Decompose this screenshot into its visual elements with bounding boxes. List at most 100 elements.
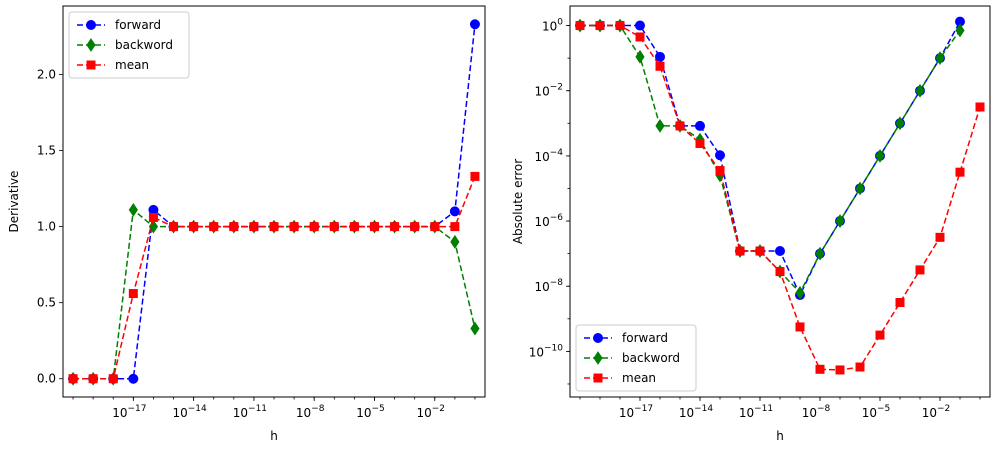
data-point-mean — [975, 102, 985, 112]
data-point-forward — [635, 20, 645, 31]
y-tick-label: 0.5 — [37, 296, 56, 310]
data-point-mean — [635, 32, 645, 42]
data-point-mean — [148, 212, 158, 222]
data-point-mean — [575, 21, 585, 31]
data-point-mean — [855, 362, 865, 372]
data-point-backword — [935, 51, 945, 66]
y-tick-label: 10−6 — [534, 213, 563, 229]
x-tick-label: 10−8 — [802, 404, 831, 420]
data-point-forward — [715, 150, 725, 161]
data-point-mean — [430, 222, 440, 232]
data-point-backword — [915, 83, 925, 98]
x-tick-label: 10−11 — [739, 404, 773, 420]
y-tick-label: 0.0 — [37, 372, 56, 386]
data-point-backword — [835, 214, 845, 228]
data-point-forward — [469, 19, 480, 30]
x-tick-label: 10−2 — [922, 404, 951, 420]
data-point-backword — [635, 49, 645, 64]
x-tick-label: 10−14 — [679, 404, 714, 420]
data-point-mean — [955, 167, 965, 177]
data-point-mean — [915, 265, 925, 275]
absolute-error-chart: 10−17 10−14 10−11 10−8 10−5 10−2 10−10 10−8 10−6… — [511, 5, 991, 443]
x-tick-label: 10−2 — [416, 404, 445, 420]
y-tick-label: 1.5 — [37, 144, 56, 158]
y-axis-label: Absolute error — [511, 159, 525, 244]
legend-marker-forward — [86, 20, 96, 30]
data-point-mean — [108, 374, 118, 384]
data-point-mean — [875, 330, 885, 340]
data-point-mean — [655, 61, 665, 71]
data-point-mean — [470, 171, 480, 181]
legend-label-backword: backword — [115, 38, 173, 52]
data-point-backword — [855, 181, 865, 196]
data-point-mean — [309, 222, 319, 232]
data-point-mean — [815, 364, 825, 374]
data-point-backword — [875, 148, 885, 163]
data-point-mean — [329, 222, 339, 232]
data-point-backword — [470, 321, 480, 336]
legend-label-mean: mean — [115, 58, 149, 72]
data-point-forward — [655, 51, 665, 62]
x-tick-label: 10−8 — [296, 404, 325, 420]
series-line-backword — [580, 24, 961, 295]
x-tick-label: 10−5 — [862, 404, 891, 420]
data-point-mean — [755, 246, 765, 256]
x-tick-label: 10−14 — [172, 404, 207, 420]
legend — [575, 324, 697, 392]
x-tick-label: 10−5 — [356, 404, 385, 420]
legend-marker-backword — [593, 351, 603, 365]
data-point-mean — [595, 21, 605, 31]
derivative-chart: 10−17 10−14 10−11 10−8 10−5 10−2 0.0 0.5 1.0 1.5 2… — [7, 5, 486, 443]
legend-marker-forward — [593, 333, 603, 343]
data-point-forward — [695, 120, 705, 131]
data-point-forward — [128, 373, 139, 384]
data-point-mean — [369, 222, 379, 232]
data-point-mean — [935, 232, 945, 242]
y-tick-label: 10−8 — [534, 278, 563, 294]
data-point-mean — [715, 166, 725, 176]
data-point-forward — [775, 246, 785, 257]
data-point-mean — [169, 222, 179, 232]
data-point-mean — [895, 298, 905, 308]
data-point-mean — [209, 222, 219, 232]
legend-label-forward: forward — [622, 331, 668, 345]
data-point-mean — [349, 222, 359, 232]
y-tick-label: 10−10 — [529, 343, 564, 359]
legend-label-forward: forward — [115, 18, 161, 32]
data-point-mean — [795, 322, 805, 332]
y-tick-label: 10−2 — [534, 83, 563, 99]
data-point-mean — [835, 365, 845, 375]
data-point-mean — [88, 374, 98, 384]
data-point-mean — [249, 222, 259, 232]
data-point-mean — [68, 374, 78, 384]
data-point-backword — [895, 116, 905, 131]
y-axis-label: Derivative — [7, 171, 21, 233]
data-point-mean — [390, 222, 400, 232]
data-point-backword — [128, 202, 138, 217]
data-point-backword — [655, 119, 665, 133]
x-tick-label: 10−17 — [112, 404, 146, 420]
legend-label-mean: mean — [622, 371, 656, 385]
data-point-mean — [450, 222, 460, 232]
legend-marker-mean — [593, 373, 603, 383]
data-point-mean — [289, 222, 299, 232]
data-point-mean — [675, 121, 685, 131]
y-tick-label: 1.0 — [37, 220, 56, 234]
y-tick-label: 2.0 — [37, 67, 56, 81]
data-point-mean — [189, 222, 199, 232]
data-point-mean — [410, 222, 420, 232]
legend-marker-backword — [86, 38, 96, 52]
x-axis-label: h — [270, 429, 278, 443]
data-point-mean — [775, 267, 785, 277]
data-point-backword — [955, 23, 965, 38]
x-axis-label: h — [776, 429, 784, 443]
legend-label-backword: backword — [622, 351, 680, 365]
legend — [68, 11, 190, 79]
data-point-backword — [795, 285, 805, 300]
data-point-mean — [229, 222, 239, 232]
x-tick-label: 10−11 — [233, 404, 267, 420]
data-point-mean — [269, 222, 279, 232]
data-point-backword — [815, 246, 825, 261]
y-tick-label: 10−4 — [534, 148, 563, 164]
